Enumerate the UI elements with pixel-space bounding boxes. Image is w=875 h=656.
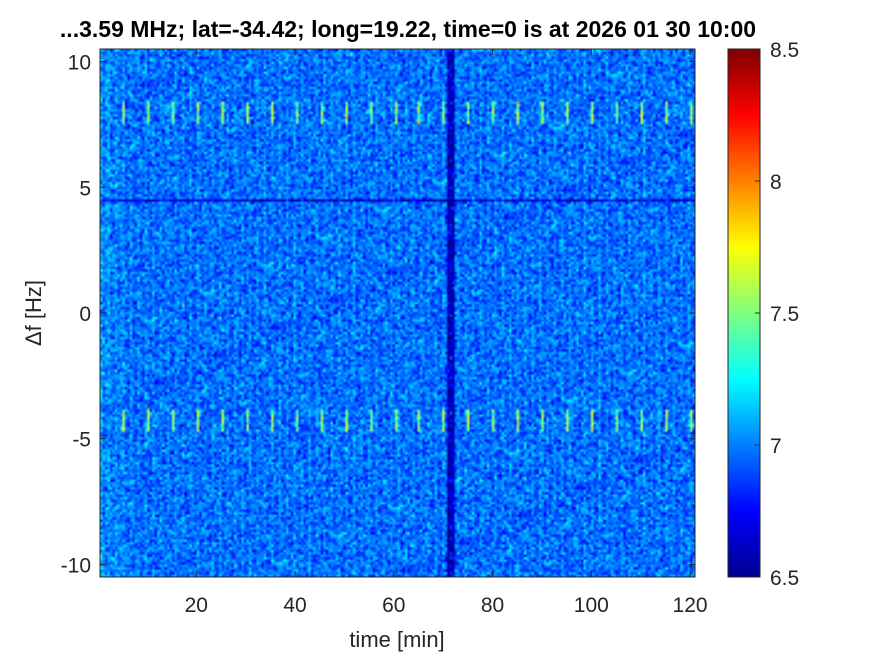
x-tick-label: 80 [481,594,504,617]
colorbar-tick-label: 7 [770,435,782,458]
colorbar-gradient [727,48,761,578]
colorbar: 6.5 7 7.5 8 8.5 [727,39,799,590]
y-tick-label: 0 [79,303,91,326]
x-tick-label: 120 [673,594,708,617]
y-axis: -10 -5 0 5 10 [61,52,695,577]
y-tick-label: -10 [61,554,91,577]
x-axis-label: time [min] [349,627,444,652]
x-tick-label: 60 [382,594,405,617]
y-axis-label: Δf [Hz] [21,280,46,346]
x-axis: 20 40 60 80 100 120 [185,49,708,617]
heatmap-image [100,49,695,577]
y-tick-label: -5 [72,429,91,452]
colorbar-tick-label: 7.5 [770,303,799,326]
chart-title: ...3.59 MHz; lat=-34.42; long=19.22, tim… [60,16,756,42]
colorbar-tick-label: 8.5 [770,39,799,62]
y-tick-label: 5 [79,177,91,200]
x-tick-label: 20 [185,594,208,617]
colorbar-tick-label: 8 [770,171,782,194]
colorbar-ticks: 6.5 7 7.5 8 8.5 [755,39,799,590]
x-tick-label: 40 [283,594,306,617]
y-tick-label: 10 [68,52,91,75]
heatmap-area [99,48,696,578]
colorbar-tick-label: 6.5 [770,567,799,590]
x-tick-label: 100 [574,594,609,617]
